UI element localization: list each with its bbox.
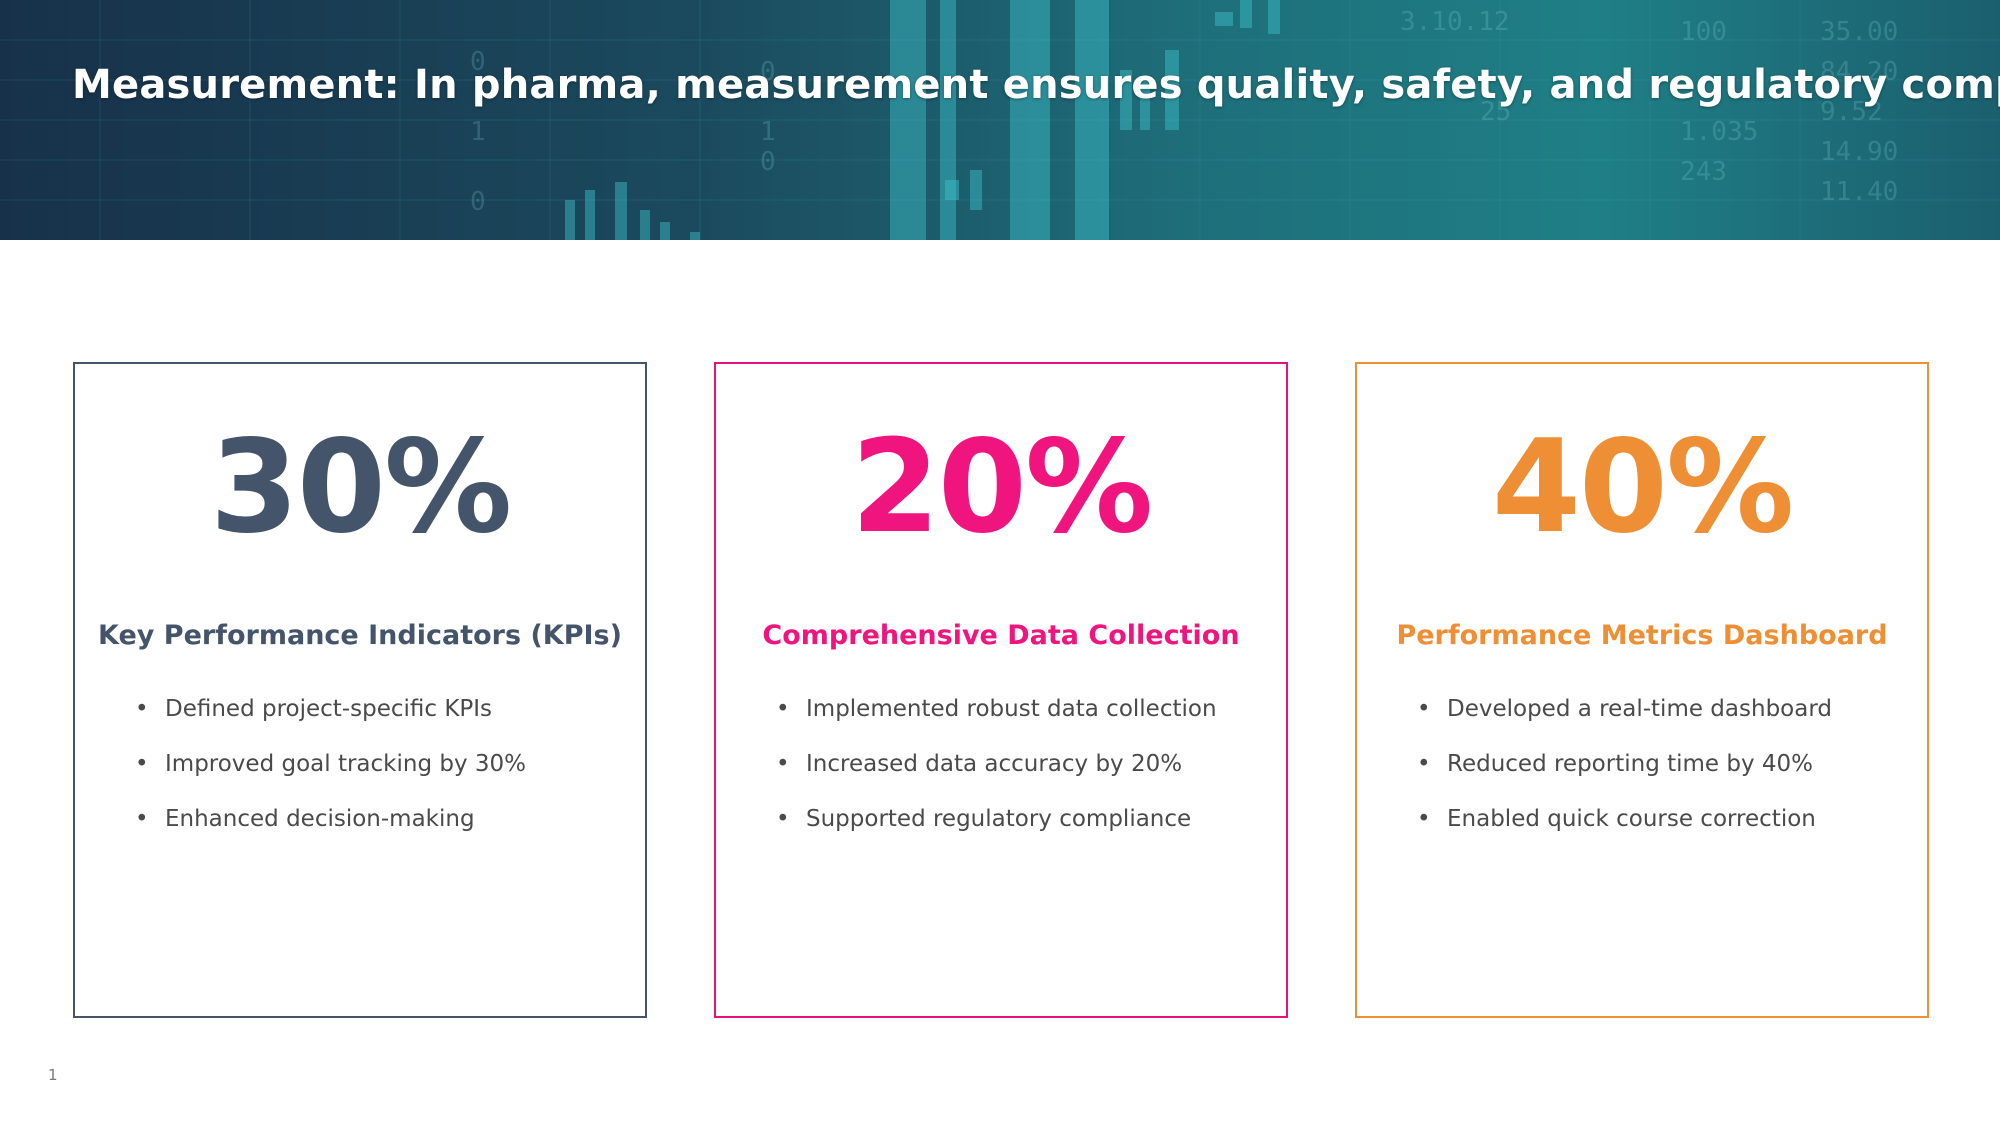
svg-text:0: 0	[470, 187, 486, 217]
svg-text:3.10.12: 3.10.12	[1400, 7, 1510, 37]
page-number: 1	[48, 1066, 58, 1084]
bullet-list: Developed a real-time dashboard Reduced …	[1417, 694, 1917, 859]
card-heading: Performance Metrics Dashboard	[1396, 620, 1888, 651]
bullet-item: Supported regulatory compliance	[776, 804, 1276, 859]
svg-text:1: 1	[760, 117, 776, 147]
svg-text:100: 100	[1680, 17, 1727, 47]
svg-text:11.40: 11.40	[1820, 177, 1898, 207]
svg-text:0: 0	[470, 47, 486, 77]
bullet-list: Defined project-specific KPIs Improved g…	[135, 694, 635, 859]
svg-text:84.20: 84.20	[1820, 57, 1898, 87]
bullet-item: Increased data accuracy by 20%	[776, 749, 1276, 804]
svg-text:9.52: 9.52	[1820, 97, 1883, 127]
svg-text:14.90: 14.90	[1820, 137, 1898, 167]
svg-text:1: 1	[470, 117, 486, 147]
svg-text:0: 0	[760, 147, 776, 177]
header-banner: 0 1 0 0 1 0 35.00 84.20 9.52 14.90 11.40…	[0, 0, 2000, 240]
svg-text:0: 0	[760, 57, 776, 87]
stat-value: 20%	[850, 413, 1153, 562]
card-heading: Key Performance Indicators (KPIs)	[98, 620, 622, 651]
stat-value: 30%	[209, 413, 512, 562]
dashboard-card: 40% Performance Metrics Dashboard Develo…	[1355, 362, 1929, 1018]
kpi-card: 30% Key Performance Indicators (KPIs) De…	[73, 362, 647, 1018]
stat-value: 40%	[1491, 413, 1794, 562]
bullet-item: Developed a real-time dashboard	[1417, 694, 1917, 749]
card-heading: Comprehensive Data Collection	[762, 620, 1240, 651]
bullet-item: Enhanced decision-making	[135, 804, 635, 859]
bullet-item: Improved goal tracking by 30%	[135, 749, 635, 804]
bullet-item: Enabled quick course correction	[1417, 804, 1917, 859]
slide-title: Measurement: In pharma, measurement ensu…	[72, 62, 2000, 108]
bullet-item: Implemented robust data collection	[776, 694, 1276, 749]
stock-chart-background-image: 0 1 0 0 1 0 35.00 84.20 9.52 14.90 11.40…	[0, 0, 2000, 240]
svg-text:243: 243	[1680, 157, 1727, 187]
svg-text:1.035: 1.035	[1680, 117, 1758, 147]
svg-text:25: 25	[1480, 97, 1511, 127]
bullet-list: Implemented robust data collection Incre…	[776, 694, 1276, 859]
svg-text:35.00: 35.00	[1820, 17, 1898, 47]
bullet-item: Defined project-specific KPIs	[135, 694, 635, 749]
bullet-item: Reduced reporting time by 40%	[1417, 749, 1917, 804]
data-collection-card: 20% Comprehensive Data Collection Implem…	[714, 362, 1288, 1018]
